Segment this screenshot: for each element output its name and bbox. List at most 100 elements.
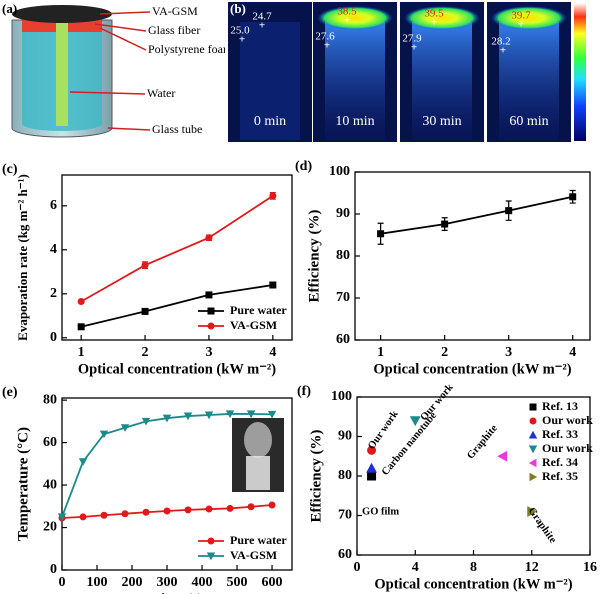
y-axis-label: Temperature (°C) (15, 427, 31, 541)
marker (99, 430, 109, 439)
marker (377, 230, 385, 238)
y-tick-label: 80 (43, 392, 57, 407)
inset-vapor (244, 422, 272, 458)
x-tick-label: 2 (441, 345, 448, 360)
panel-label: (f) (297, 384, 311, 399)
cross-mark: + (239, 34, 245, 46)
cross-mark: + (500, 45, 506, 57)
marker (141, 417, 151, 426)
marker (367, 471, 377, 481)
marker (527, 506, 538, 517)
marker (267, 410, 277, 419)
y-tick-label: 40 (43, 477, 57, 492)
x-tick-label: 1 (377, 345, 384, 360)
marker (269, 192, 277, 200)
temperature-reading: 27.9 (402, 33, 422, 45)
marker (77, 323, 85, 331)
heat-column (412, 22, 472, 140)
marker (162, 414, 172, 423)
callout-label: VA-GSM (152, 4, 198, 18)
heat-column (499, 22, 559, 140)
cross-mark: + (411, 42, 417, 54)
x-tick-label: 16 (583, 560, 597, 575)
legend-label: Pure water (230, 533, 287, 547)
time-label: 30 min (422, 114, 461, 129)
y-tick-label: 2 (50, 286, 57, 301)
marker (225, 410, 235, 419)
marker (441, 220, 449, 228)
marker (268, 501, 276, 509)
series-line (80, 284, 273, 328)
x-tick-label: 2 (142, 345, 149, 360)
cross-mark: + (431, 17, 437, 29)
colorbar (574, 3, 586, 141)
thermal-image: 24.7+25.0+0 min (228, 2, 312, 142)
y-axis-label: Evaporation rate (kg m⁻² h⁻¹) (15, 174, 30, 341)
marker (141, 261, 149, 269)
marker (77, 298, 85, 305)
marker (246, 410, 256, 419)
thermal-image: 39.7+28.2+60 min (487, 2, 571, 142)
legend-marker (529, 403, 537, 411)
inset-photo (232, 418, 284, 492)
y-tick-label: 70 (336, 290, 350, 305)
legend-marker (529, 417, 537, 425)
heat-spot (317, 6, 393, 30)
y-tick-label: 6 (50, 198, 57, 213)
plot-frame (61, 174, 293, 341)
y-axis-label: Efficiency (%) (308, 430, 324, 523)
panel-label: (e) (2, 385, 18, 400)
marker (409, 416, 421, 427)
legend-marker (207, 322, 215, 330)
marker (497, 450, 508, 462)
marker (367, 445, 377, 455)
y-tick-label: 60 (336, 332, 350, 347)
time-label: 0 min (254, 114, 286, 129)
legend-marker (528, 430, 538, 439)
y-tick-label: 80 (338, 468, 352, 483)
x-axis-label: Optical concentration (kW m⁻²) (78, 361, 276, 377)
cross-mark: + (344, 15, 350, 27)
marker (505, 207, 513, 215)
marker (269, 281, 277, 289)
x-tick-label: 8 (470, 560, 477, 575)
x-tick-label: 4 (412, 560, 419, 575)
legend-marker (207, 537, 215, 545)
legend-label: Our work (542, 413, 593, 427)
inset-tube (246, 456, 270, 490)
marker (142, 508, 150, 516)
legend-label: Ref. 35 (542, 469, 578, 483)
marker (184, 506, 192, 514)
annotation: Graphite (526, 506, 559, 546)
x-tick-label: 600 (262, 575, 283, 590)
time-label: 60 min (509, 114, 548, 129)
x-tick-label: 400 (192, 575, 213, 590)
marker (163, 507, 171, 515)
x-tick-label: 12 (525, 560, 539, 575)
plot-frame (61, 397, 293, 571)
x-tick-label: 3 (205, 345, 212, 360)
legend-marker (207, 307, 215, 315)
panel-label: (a) (2, 1, 17, 16)
x-tick-label: 3 (505, 345, 512, 360)
legend-label: Ref. 34 (542, 455, 578, 469)
x-tick-label: 100 (87, 575, 108, 590)
panel-label: (c) (2, 162, 18, 177)
callout-label: Glass tube (152, 122, 202, 136)
time-label: 10 min (335, 114, 374, 129)
series-line (380, 195, 573, 235)
x-tick-label: 0 (354, 560, 361, 575)
legend-label: Ref. 13 (542, 399, 578, 413)
marker (120, 424, 130, 432)
marker (204, 411, 214, 420)
x-axis-label: Time (s) (152, 591, 203, 594)
marker (183, 412, 193, 421)
callout-arrows (69, 11, 151, 131)
legend-label: Ref. 33 (542, 427, 578, 441)
marker (247, 503, 255, 511)
temperature-reading: 39.5 (424, 8, 444, 20)
temperature-reading: 39.7 (511, 10, 531, 22)
x-axis-label: Optical concentration (kW m⁻²) (374, 576, 572, 592)
y-tick-label: 4 (50, 242, 57, 257)
